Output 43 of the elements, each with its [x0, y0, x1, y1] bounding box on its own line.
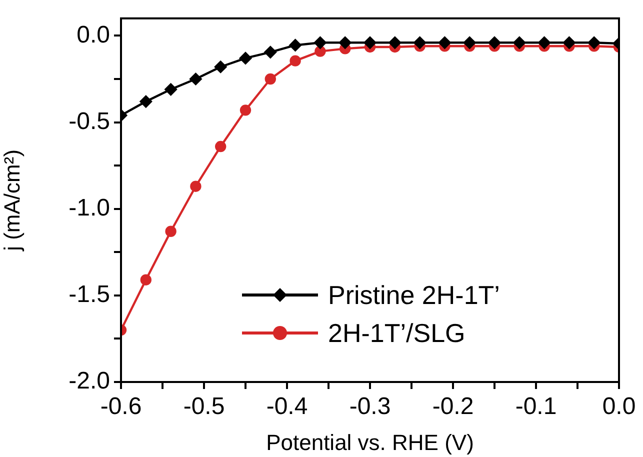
x-tick-label: -0.2	[432, 393, 474, 420]
legend-label: Pristine 2H-1T’	[328, 280, 500, 310]
x-tick-label: -0.5	[183, 393, 225, 420]
point	[215, 140, 226, 152]
x-tick-label: -0.3	[349, 393, 391, 420]
point	[240, 104, 252, 116]
point	[140, 95, 152, 108]
point	[438, 36, 451, 49]
point	[239, 52, 252, 64]
point	[563, 36, 576, 49]
point	[314, 36, 326, 49]
point	[588, 36, 600, 49]
point	[165, 226, 176, 237]
x-tick-label: 0.0	[602, 393, 636, 420]
point	[513, 36, 526, 49]
point	[388, 36, 401, 49]
x-tick-label: -0.4	[266, 393, 308, 420]
y-tick-label: -2.0	[68, 368, 110, 395]
point	[264, 46, 276, 58]
point	[488, 36, 501, 49]
point	[464, 36, 476, 49]
y-axis-title: j (mA/cm²)	[0, 149, 24, 252]
point	[140, 274, 152, 286]
y-tick-label: 0.0	[76, 21, 110, 48]
point	[264, 73, 276, 85]
point	[339, 36, 352, 49]
point	[214, 60, 227, 73]
point	[164, 83, 177, 96]
point	[290, 55, 301, 66]
point	[314, 46, 326, 57]
y-tick-label: -1.0	[68, 194, 110, 222]
legend-label: 2H-1T’/SLG	[328, 318, 466, 348]
x-tick-label: -0.1	[515, 393, 557, 420]
point	[364, 36, 376, 49]
point	[538, 36, 550, 49]
y-tick-label: -1.5	[68, 281, 110, 308]
point	[190, 72, 202, 86]
x-tick-label: -0.6	[100, 393, 142, 420]
x-axis-title: Potential vs. RHE (V)	[266, 430, 474, 455]
point	[190, 180, 202, 192]
point	[289, 39, 302, 52]
point	[414, 36, 426, 49]
y-tick-label: -0.5	[68, 108, 110, 135]
